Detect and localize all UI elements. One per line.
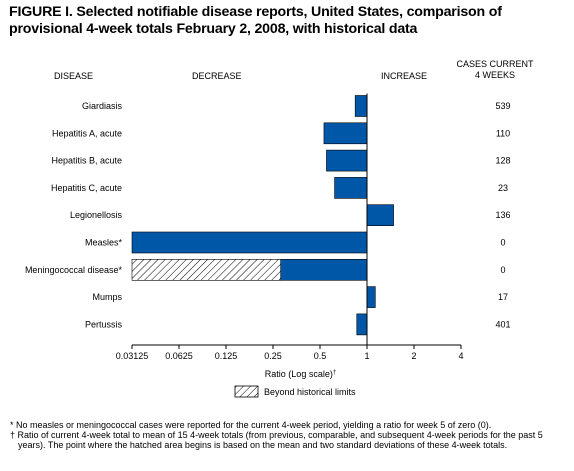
bar-meningococcal-disease bbox=[280, 258, 368, 281]
bar-hepatitis-c-acute bbox=[334, 177, 368, 199]
increase-header: INCREASE bbox=[381, 71, 428, 81]
footnotes: * No measles or meningococcal cases were… bbox=[10, 420, 566, 450]
bar-hepatitis-a-acute bbox=[323, 122, 368, 145]
x-tick-label: 4 bbox=[458, 351, 463, 361]
bar-mumps bbox=[366, 286, 376, 308]
case-count-giardiasis: 539 bbox=[495, 101, 510, 111]
decrease-header: DECREASE bbox=[192, 71, 242, 81]
cases-header-line2: 4 WEEKS bbox=[474, 70, 515, 80]
category-label-giardiasis: Giardiasis bbox=[82, 101, 123, 111]
x-tick-label: 0.0625 bbox=[165, 351, 193, 361]
x-tick-label: 0.25 bbox=[264, 351, 282, 361]
bar-hepatitis-b-acute bbox=[326, 149, 368, 172]
x-axis bbox=[132, 93, 461, 346]
legend-label: Beyond historical limits bbox=[264, 387, 356, 397]
x-tick-label: 0.5 bbox=[314, 351, 327, 361]
case-count-pertussis: 401 bbox=[495, 319, 510, 329]
case-count-meningococcal-disease: 0 bbox=[500, 265, 505, 275]
category-label-hepatitis-b-acute: Hepatitis B, acute bbox=[51, 156, 122, 166]
ratio-bar-chart: Giardiasis 539 Hepatitis A, acute 110 Hepati… bbox=[25, 93, 511, 398]
bar-pertussis bbox=[356, 313, 368, 336]
category-label-mumps: Mumps bbox=[92, 292, 122, 302]
footnote-measles: * No measles or meningococcal cases were… bbox=[10, 420, 492, 430]
x-tick-label: 1 bbox=[364, 351, 369, 361]
figure-title: FIGURE I. Selected notifiable disease re… bbox=[9, 4, 502, 37]
cases-column-header: CASES CURRENT 4 WEEKS bbox=[450, 59, 540, 81]
x-axis-label: Ratio (Log scale)† bbox=[265, 369, 336, 379]
category-label-legionellosis: Legionellosis bbox=[70, 210, 123, 220]
labels-layer: Giardiasis 539 Hepatitis A, acute 110 Hepati… bbox=[25, 101, 511, 361]
x-tick-label: 0.03125 bbox=[116, 351, 149, 361]
footnote-ratio: † Ratio of current 4-week total to mean … bbox=[10, 430, 543, 450]
x-axis-label-mark: † bbox=[333, 370, 336, 376]
category-label-hepatitis-c-acute: Hepatitis C, acute bbox=[51, 183, 122, 193]
case-count-hepatitis-c-acute: 23 bbox=[498, 183, 508, 193]
category-label-meningococcal-disease: Meningococcal disease* bbox=[25, 265, 123, 275]
category-label-pertussis: Pertussis bbox=[85, 319, 123, 329]
case-count-legionellosis: 136 bbox=[495, 210, 510, 220]
bar-legionellosis bbox=[366, 204, 394, 226]
bar-measles bbox=[131, 231, 368, 254]
category-label-hepatitis-a-acute: Hepatitis A, acute bbox=[52, 128, 122, 138]
disease-column-header: DISEASE bbox=[54, 71, 94, 81]
legend: Beyond historical limits bbox=[234, 385, 356, 398]
case-count-measles: 0 bbox=[500, 238, 505, 248]
cases-header-line1: CASES CURRENT bbox=[456, 59, 534, 69]
x-tick-label: 0.125 bbox=[215, 351, 238, 361]
x-tick-label: 2 bbox=[411, 351, 416, 361]
category-label-measles: Measles* bbox=[85, 238, 123, 248]
case-count-hepatitis-b-acute: 128 bbox=[495, 156, 510, 166]
bar-hatched-meningococcal-disease bbox=[131, 258, 281, 281]
bar-giardiasis bbox=[354, 95, 368, 117]
case-count-hepatitis-a-acute: 110 bbox=[496, 128, 510, 138]
legend-hatch-swatch bbox=[234, 385, 259, 398]
case-count-mumps: 17 bbox=[498, 292, 508, 302]
bars-layer bbox=[131, 95, 394, 336]
